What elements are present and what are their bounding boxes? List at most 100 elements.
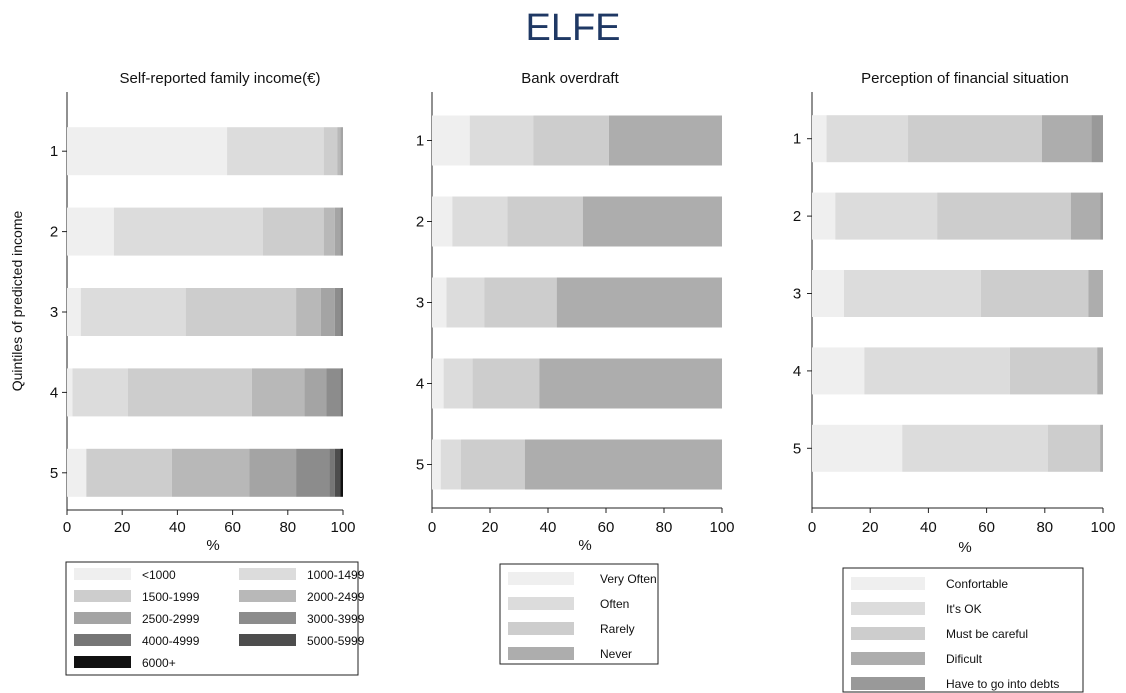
legend-item: It's OK — [851, 602, 982, 616]
panels: Self-reported family income(€)0 20 40 60 80 1… — [9, 70, 1116, 693]
bar-segment — [227, 127, 324, 176]
panel-title: Self-reported family income(€) — [120, 70, 321, 87]
legend-item: 1500-1999 — [74, 590, 200, 604]
legend-swatch — [508, 647, 574, 660]
y-category-label: 2 — [793, 208, 801, 225]
bar-segment — [340, 127, 343, 176]
x-tick-label: 80 — [1036, 519, 1053, 536]
figure-title: ELFE — [525, 7, 620, 49]
bar-segment — [484, 277, 557, 328]
y-category-label: 5 — [50, 465, 58, 482]
panel-title: Bank overdraft — [521, 70, 619, 87]
bar-segment — [86, 448, 172, 497]
x-tick-label: 20 — [114, 519, 131, 536]
bar-segment — [1070, 192, 1101, 240]
legend-label: Dificult — [946, 652, 983, 666]
bar-segment — [340, 448, 343, 497]
legend-item: <1000 — [74, 568, 176, 582]
bar-segment — [1100, 424, 1103, 472]
y-category-label: 4 — [50, 384, 58, 401]
y-category-label: 5 — [416, 457, 424, 474]
bar-segment — [524, 439, 722, 490]
bar-segment — [67, 448, 87, 497]
y-axis-label: Quintiles of predicted income — [9, 211, 25, 392]
legend-item: Never — [508, 647, 632, 661]
legend-swatch — [851, 652, 925, 665]
bar-segment — [582, 196, 722, 247]
y-category-label: 2 — [416, 214, 424, 231]
legend-swatch — [851, 602, 925, 615]
bar-segment — [980, 270, 1089, 317]
y-category-label: 1 — [50, 143, 58, 160]
legend-swatch — [508, 622, 574, 635]
bar-segment — [812, 347, 865, 395]
legend-swatch — [239, 590, 296, 602]
panel-title: Perception of financial situation — [861, 70, 1069, 87]
bar-segment — [812, 424, 903, 472]
bar-segment — [608, 115, 722, 166]
legend: Confortable It's OK Must be careful Dificul… — [842, 567, 1084, 693]
bar-segment — [452, 196, 508, 247]
x-tick-label: 60 — [978, 519, 995, 536]
bar-segment — [67, 288, 81, 336]
bar-segment — [835, 192, 938, 240]
bar-segment — [304, 368, 327, 417]
legend-swatch — [851, 677, 925, 690]
x-tick-label: 20 — [482, 519, 499, 536]
bar-segment — [185, 288, 297, 336]
bar-segment — [326, 368, 341, 417]
bar-segment — [249, 448, 297, 497]
bar-segment — [864, 347, 1010, 395]
y-category-label: 3 — [793, 286, 801, 303]
y-category-label: 5 — [793, 440, 801, 457]
y-category-label: 3 — [50, 304, 58, 321]
legend-item: Dificult — [851, 652, 983, 666]
legend-swatch — [239, 568, 296, 580]
y-category-label: 2 — [50, 224, 58, 241]
legend-item: 2000-2499 — [239, 590, 365, 604]
bar-segment — [323, 207, 335, 256]
legend-label: 3000-3999 — [307, 612, 365, 626]
bar-segment — [334, 288, 341, 336]
legend: Very Often Often Rarely Never — [499, 563, 659, 665]
legend-label: Never — [600, 647, 632, 661]
x-tick-label: 80 — [656, 519, 673, 536]
legend-swatch — [74, 590, 131, 602]
bar-segment — [472, 358, 540, 409]
legend-label: Must be careful — [946, 627, 1028, 641]
bar-segment — [67, 207, 114, 256]
bar-segment — [432, 277, 447, 328]
x-tick-label: 0 — [428, 519, 436, 536]
bar-segment — [902, 424, 1048, 472]
legend-swatch — [74, 656, 131, 668]
bar-segment — [67, 368, 73, 417]
x-tick-label: 100 — [709, 519, 734, 536]
bar-segment — [432, 196, 453, 247]
x-axis-label: % — [206, 537, 219, 554]
legend-swatch — [508, 572, 574, 585]
legend-label: Rarely — [600, 622, 635, 636]
bar-segment — [1009, 347, 1098, 395]
x-tick-label: 0 — [808, 519, 816, 536]
legend-swatch — [239, 634, 296, 646]
bar-segment — [340, 368, 343, 417]
bar-segment — [432, 439, 441, 490]
bar-segment — [937, 192, 1071, 240]
legend-item: 1000-1499 — [239, 568, 365, 582]
bar-segment — [1047, 424, 1101, 472]
bar-segment — [432, 358, 444, 409]
x-tick-label: 60 — [224, 519, 241, 536]
bar-segment — [334, 207, 341, 256]
legend-item: Confortable — [851, 577, 1008, 591]
legend-swatch — [239, 612, 296, 624]
bar-segment — [262, 207, 324, 256]
x-tick-label: 80 — [279, 519, 296, 536]
legend-label: 2000-2499 — [307, 590, 365, 604]
legend-label: 5000-5999 — [307, 634, 365, 648]
legend-label: 1000-1499 — [307, 568, 365, 582]
legend-item: Very Often — [508, 572, 657, 586]
x-axis-label: % — [958, 539, 971, 556]
panel-1: Self-reported family income(€) 0 20 40 60 80 1… — [9, 70, 365, 676]
legend-label: 1500-1999 — [142, 590, 200, 604]
